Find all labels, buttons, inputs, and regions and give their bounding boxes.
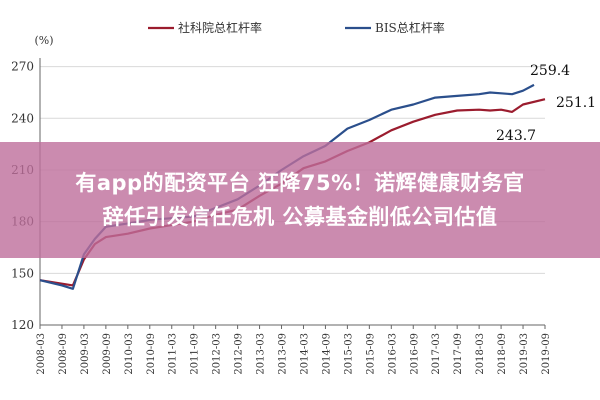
x-tick-label: 2009-09: [102, 333, 113, 375]
y-tick-label: 240: [11, 111, 34, 125]
x-tick-label: 2014-03: [299, 333, 310, 375]
x-tick-label: 2014-09: [321, 333, 332, 375]
x-tick-label: 2013-03: [256, 333, 267, 375]
annotation-label: 251.1: [556, 95, 596, 111]
legend-label-1: 社科院总杠杆率: [178, 20, 262, 35]
annotation-label: 243.7: [496, 128, 536, 144]
x-tick-label: 2016-03: [387, 333, 398, 375]
x-tick-label: 2018-09: [497, 333, 508, 375]
headline-line-1: 有app的配资平台 狂降75%！诺辉健康财务官: [75, 171, 525, 195]
x-tick-label: 2010-09: [146, 333, 157, 375]
headline-overlay: 有app的配资平台 狂降75%！诺辉健康财务官 辞任引发信任危机 公募基金削低公…: [0, 142, 600, 258]
value-annotations: 259.4 251.1 243.7: [496, 63, 596, 144]
legend: 社科院总杠杆率 BIS总杠杆率: [148, 20, 445, 35]
x-tick-label: 2019-09: [541, 333, 552, 375]
x-tick-label: 2013-09: [278, 333, 289, 375]
x-tick-label: 2011-03: [168, 333, 179, 375]
x-tick-label: 2008-03: [36, 333, 47, 375]
x-tick-label: 2015-03: [343, 333, 354, 375]
x-tick-label: 2018-03: [475, 333, 486, 375]
x-tick-label: 2008-09: [58, 333, 69, 375]
y-tick-label: 150: [11, 266, 34, 280]
x-tick-label: 2012-09: [234, 333, 245, 375]
x-tick-label: 2015-09: [365, 333, 376, 375]
annotation-label: 259.4: [530, 63, 570, 79]
x-tick-label: 2017-03: [431, 333, 442, 375]
x-tick-label: 2016-09: [409, 333, 420, 375]
y-unit-label: (%): [34, 34, 53, 47]
x-tick-label: 2012-03: [212, 333, 223, 375]
y-tick-label: 120: [11, 318, 34, 332]
y-tick-label: 270: [11, 60, 34, 74]
x-tick-label: 2017-09: [453, 333, 464, 375]
x-tick-label: 2010-03: [124, 333, 135, 375]
x-tick-label: 2019-03: [519, 333, 530, 375]
legend-label-2: BIS总杠杆率: [375, 20, 445, 35]
headline-line-2: 辞任引发信任危机 公募基金削低公司估值: [102, 205, 498, 229]
x-tick-label: 2009-03: [80, 333, 91, 375]
x-axis-ticks: 2008-03 2008-09 2009-03 2009-09 2010-03 2010-…: [36, 325, 552, 375]
x-tick-label: 2011-09: [190, 333, 201, 375]
